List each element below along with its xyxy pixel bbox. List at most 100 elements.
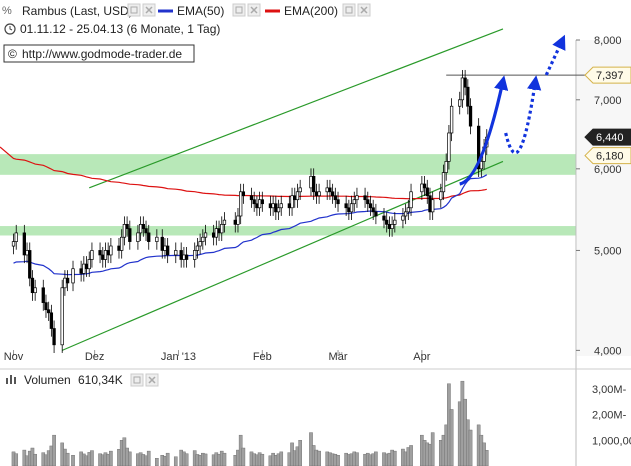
candle [182, 246, 186, 268]
symbol-maximize-icon[interactable] [127, 3, 141, 17]
candle [138, 216, 143, 242]
candle [141, 216, 145, 237]
candle [60, 279, 64, 353]
ema50-close-icon[interactable] [247, 3, 261, 17]
candle [276, 199, 281, 220]
ema200-maximize-icon[interactable] [342, 3, 356, 17]
candle [14, 224, 18, 250]
volume-value: 610,34K [78, 373, 123, 387]
candle [220, 216, 224, 242]
candle [11, 233, 16, 255]
volume-bar [155, 458, 159, 466]
volume-bar [393, 450, 397, 466]
candle [460, 69, 465, 108]
candle [274, 195, 278, 220]
volume-bar [317, 450, 321, 466]
y-tick-label: 4,000 [594, 345, 622, 357]
candle [184, 246, 189, 268]
y-tick-label: 5,000 [594, 245, 622, 257]
candle [65, 270, 70, 292]
candle [109, 238, 113, 264]
candle [193, 242, 197, 268]
ema50-maximize-icon[interactable] [232, 3, 246, 17]
period-text: 01.11.12 - 25.04.13 (6 Monate, 1 Tag) [20, 22, 220, 36]
candle [347, 199, 351, 220]
chart-settings-icon[interactable]: % [2, 5, 12, 17]
candle [271, 195, 275, 216]
candle [290, 187, 294, 216]
candle [355, 187, 359, 208]
candle [447, 124, 451, 170]
clock-icon [4, 23, 16, 35]
candle [385, 212, 389, 233]
candle [79, 260, 83, 282]
support-zone [0, 226, 576, 236]
candle [287, 195, 292, 216]
trend-channel-upper [89, 28, 504, 189]
candle [222, 212, 227, 233]
candle [368, 195, 373, 216]
candle [71, 260, 75, 292]
forecast-arrow-dotted [544, 34, 566, 76]
candle [425, 179, 429, 204]
volume-bar [203, 453, 208, 466]
volume-tick-label: 3,00M- [592, 384, 627, 396]
volume-bar [90, 450, 94, 466]
candle [160, 229, 164, 259]
candle [352, 191, 356, 212]
volume-bar [260, 453, 265, 466]
volume-label: Volumen [24, 373, 71, 387]
candle [125, 216, 129, 237]
candle [236, 208, 240, 233]
volume-bar [409, 445, 413, 466]
candle [103, 242, 108, 268]
volume-bar [33, 453, 37, 466]
volume-bar [336, 455, 340, 466]
candle [344, 195, 348, 216]
volume-bar [14, 453, 19, 466]
candle [136, 224, 140, 250]
candle [120, 229, 124, 259]
candle [403, 203, 408, 225]
candle [401, 208, 405, 229]
volume-maximize-icon[interactable] [130, 373, 144, 387]
candle [458, 91, 462, 115]
ema200-close-icon[interactable] [357, 3, 371, 17]
candle [241, 183, 246, 204]
candle [87, 251, 91, 277]
source-url: http://www.godmode-trader.de [22, 47, 182, 61]
candle [28, 242, 32, 287]
volume-bar [484, 450, 489, 466]
symbol-close-icon[interactable] [142, 3, 156, 17]
price-tag-label: 6,180 [596, 151, 624, 163]
volume-bar [449, 409, 454, 466]
candle [122, 216, 127, 246]
volume-bar [146, 450, 151, 466]
candle [468, 98, 473, 135]
candle [393, 212, 397, 233]
legend-ema200: EMA(200) [265, 4, 338, 18]
x-tick-label: Dez [85, 351, 105, 363]
volume-bar [430, 432, 435, 466]
volume-close-icon[interactable] [145, 373, 159, 387]
candle [449, 98, 454, 142]
candle [166, 238, 170, 264]
candle [336, 191, 340, 212]
legend-ema50: EMA(50) [158, 4, 224, 18]
candle [147, 224, 151, 250]
candle [214, 220, 218, 246]
x-tick-label: Nov [4, 351, 24, 363]
svg-text:%: % [2, 5, 12, 17]
price-tag: 7,397 [584, 66, 631, 84]
support-zone [0, 154, 576, 175]
forecast-arrow-solid [459, 75, 509, 186]
candle [47, 301, 51, 321]
candle [314, 183, 319, 204]
candle [203, 224, 208, 246]
candle [317, 183, 321, 204]
candle [382, 208, 386, 229]
candle [439, 183, 443, 208]
candle [252, 191, 256, 212]
candle [268, 195, 273, 216]
